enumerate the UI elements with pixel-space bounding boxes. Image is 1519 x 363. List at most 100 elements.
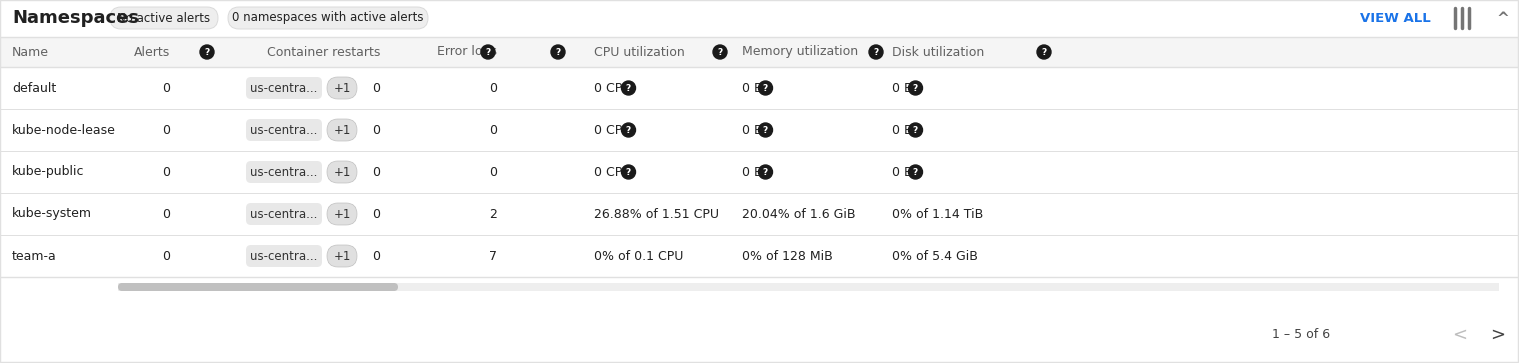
Text: 0 CPU: 0 CPU: [594, 123, 632, 136]
Circle shape: [758, 81, 773, 95]
Text: ?: ?: [486, 48, 491, 57]
Circle shape: [621, 81, 635, 95]
Text: ?: ?: [913, 126, 917, 135]
Circle shape: [712, 45, 728, 59]
Text: Alerts: Alerts: [134, 45, 170, 58]
FancyBboxPatch shape: [327, 245, 357, 267]
Circle shape: [201, 45, 214, 59]
Text: +1: +1: [333, 123, 351, 136]
Circle shape: [1037, 45, 1051, 59]
Bar: [118, 283, 1499, 291]
Text: ?: ?: [1042, 48, 1047, 57]
Text: 0 B: 0 B: [741, 123, 763, 136]
Text: 0 namespaces with active alerts: 0 namespaces with active alerts: [232, 12, 424, 24]
Text: 0: 0: [372, 249, 380, 262]
Circle shape: [758, 123, 773, 137]
FancyBboxPatch shape: [327, 161, 357, 183]
Text: 7: 7: [489, 249, 497, 262]
FancyBboxPatch shape: [246, 161, 322, 183]
Text: ?: ?: [763, 126, 769, 135]
Circle shape: [869, 45, 883, 59]
Circle shape: [908, 81, 922, 95]
Text: kube-system: kube-system: [12, 208, 93, 220]
Bar: [0, 151, 1519, 193]
Text: 0: 0: [163, 123, 170, 136]
Text: us-centra...: us-centra...: [251, 249, 317, 262]
Text: 0 B: 0 B: [892, 123, 913, 136]
Text: 0: 0: [372, 208, 380, 220]
Text: +1: +1: [333, 82, 351, 94]
Text: kube-node-lease: kube-node-lease: [12, 123, 115, 136]
Text: +1: +1: [333, 249, 351, 262]
Text: Container restarts: Container restarts: [267, 45, 380, 58]
Bar: [0, 109, 1519, 151]
Bar: [0, 37, 1519, 67]
Text: ^: ^: [1496, 12, 1510, 26]
Text: <: <: [1452, 326, 1467, 344]
FancyBboxPatch shape: [246, 203, 322, 225]
Circle shape: [482, 45, 495, 59]
FancyBboxPatch shape: [228, 7, 428, 29]
Bar: [0, 193, 1519, 235]
FancyBboxPatch shape: [246, 77, 322, 99]
FancyBboxPatch shape: [327, 77, 357, 99]
FancyBboxPatch shape: [327, 203, 357, 225]
Text: us-centra...: us-centra...: [251, 208, 317, 220]
Text: 0: 0: [489, 166, 497, 179]
Text: No active alerts: No active alerts: [117, 12, 211, 24]
Text: ?: ?: [626, 126, 630, 135]
Circle shape: [908, 165, 922, 179]
Bar: [0, 235, 1519, 277]
Text: 0: 0: [372, 123, 380, 136]
Text: 0: 0: [163, 166, 170, 179]
FancyBboxPatch shape: [118, 283, 398, 291]
Text: 0: 0: [372, 166, 380, 179]
Text: 0 B: 0 B: [892, 82, 913, 94]
Text: 0% of 0.1 CPU: 0% of 0.1 CPU: [594, 249, 684, 262]
Circle shape: [908, 123, 922, 137]
FancyBboxPatch shape: [246, 119, 322, 141]
FancyBboxPatch shape: [246, 245, 322, 267]
Text: 0 B: 0 B: [741, 82, 763, 94]
Text: ?: ?: [873, 48, 878, 57]
Text: us-centra...: us-centra...: [251, 166, 317, 179]
Circle shape: [758, 165, 773, 179]
Text: VIEW ALL: VIEW ALL: [1360, 12, 1431, 24]
Text: CPU utilization: CPU utilization: [594, 45, 685, 58]
Text: 0% of 128 MiB: 0% of 128 MiB: [741, 249, 832, 262]
Text: 20.04% of 1.6 GiB: 20.04% of 1.6 GiB: [741, 208, 855, 220]
Text: ?: ?: [717, 48, 723, 57]
Text: 1 – 5 of 6: 1 – 5 of 6: [1271, 329, 1331, 342]
Bar: [0, 67, 1519, 109]
FancyBboxPatch shape: [327, 119, 357, 141]
Text: Namespaces: Namespaces: [12, 9, 140, 27]
Text: 0: 0: [163, 208, 170, 220]
Text: default: default: [12, 82, 56, 94]
Text: us-centra...: us-centra...: [251, 123, 317, 136]
Circle shape: [621, 123, 635, 137]
Text: 0: 0: [489, 123, 497, 136]
Text: Error logs: Error logs: [437, 45, 497, 58]
Circle shape: [551, 45, 565, 59]
Text: ?: ?: [626, 168, 630, 177]
Text: ?: ?: [763, 84, 769, 93]
Text: 2: 2: [489, 208, 497, 220]
Text: ?: ?: [913, 168, 917, 177]
Circle shape: [621, 165, 635, 179]
Text: Disk utilization: Disk utilization: [892, 45, 984, 58]
Text: 0 B: 0 B: [892, 166, 913, 179]
Text: ?: ?: [626, 84, 630, 93]
Text: 0 CPU: 0 CPU: [594, 166, 632, 179]
Text: 0: 0: [372, 82, 380, 94]
Text: 0 CPU: 0 CPU: [594, 82, 632, 94]
Text: ?: ?: [763, 168, 769, 177]
Text: ?: ?: [556, 48, 561, 57]
Text: ?: ?: [205, 48, 210, 57]
Text: 0% of 5.4 GiB: 0% of 5.4 GiB: [892, 249, 978, 262]
Text: 0: 0: [163, 82, 170, 94]
Text: Memory utilization: Memory utilization: [741, 45, 858, 58]
Text: Name: Name: [12, 45, 49, 58]
FancyBboxPatch shape: [109, 7, 219, 29]
Text: us-centra...: us-centra...: [251, 82, 317, 94]
Text: >: >: [1490, 326, 1505, 344]
